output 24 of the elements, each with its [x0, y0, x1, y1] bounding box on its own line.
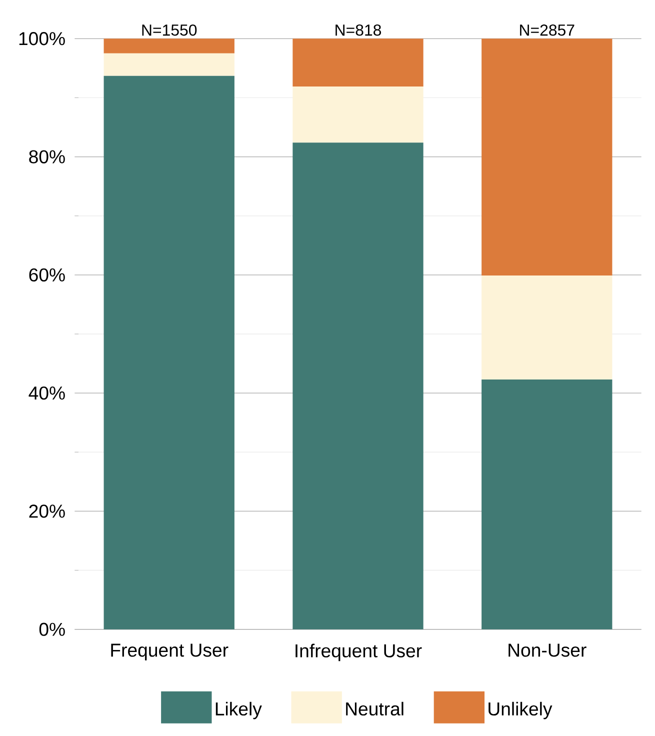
bar — [482, 276, 612, 380]
text: N=818 — [336, 24, 382, 36]
legend-label: Unlikely — [488, 702, 552, 720]
bar — [292, 38, 424, 87]
bar — [104, 38, 234, 54]
y-tick-label: 60% — [29, 268, 65, 282]
y-tick-label: 40% — [28, 386, 65, 400]
y-tick-label: 100% — [19, 32, 65, 46]
x-tick-label: Frequent User — [111, 644, 228, 660]
x-tick-label: Infrequent User — [296, 644, 422, 662]
legend-label: Neutral — [346, 702, 404, 716]
bar — [482, 379, 612, 630]
bar — [292, 142, 424, 630]
bar — [482, 38, 612, 276]
text: N=2857 — [520, 24, 574, 36]
y-tick-label: 0% — [39, 622, 65, 636]
x-tick-label: Non-User — [508, 644, 586, 657]
text: N=1550 — [142, 24, 197, 36]
legend-label: Likely — [216, 702, 262, 720]
bar — [292, 86, 424, 143]
y-tick-label: 20% — [29, 504, 65, 518]
bar — [104, 53, 234, 76]
y-tick-label: 80% — [29, 150, 65, 164]
bar — [104, 76, 234, 630]
